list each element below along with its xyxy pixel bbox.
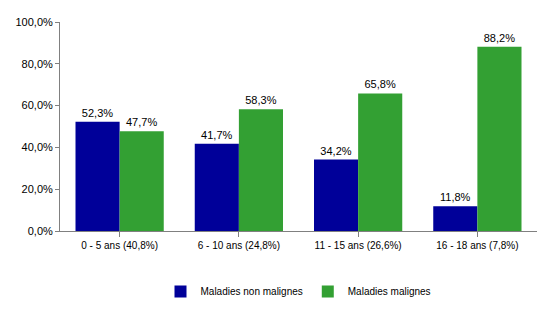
- svg-text:52,3%: 52,3%: [82, 107, 113, 119]
- svg-text:6 - 10 ans (24,8%): 6 - 10 ans (24,8%): [198, 240, 280, 251]
- svg-text:Maladies non malignes: Maladies non malignes: [201, 286, 303, 297]
- svg-text:16 - 18 ans (7,8%): 16 - 18 ans (7,8%): [436, 240, 518, 251]
- svg-text:47,7%: 47,7%: [126, 116, 157, 128]
- svg-text:Maladies malignes: Maladies malignes: [348, 286, 431, 297]
- svg-text:34,2%: 34,2%: [320, 145, 351, 157]
- svg-text:65,8%: 65,8%: [364, 78, 395, 90]
- svg-text:40,0%: 40,0%: [22, 141, 53, 153]
- svg-text:58,3%: 58,3%: [245, 94, 276, 106]
- svg-text:80,0%: 80,0%: [22, 58, 53, 70]
- svg-text:41,7%: 41,7%: [201, 129, 232, 141]
- svg-text:100,0%: 100,0%: [15, 16, 53, 28]
- svg-text:11,8%: 11,8%: [440, 191, 471, 203]
- svg-text:60,0%: 60,0%: [22, 99, 53, 111]
- svg-text:11 - 15 ans (26,6%): 11 - 15 ans (26,6%): [315, 240, 402, 251]
- svg-text:0,0%: 0,0%: [28, 225, 53, 237]
- svg-text:0 - 5 ans (40,8%): 0 - 5 ans (40,8%): [81, 240, 158, 251]
- svg-text:88,2%: 88,2%: [484, 32, 515, 44]
- svg-text:20,0%: 20,0%: [22, 183, 53, 195]
